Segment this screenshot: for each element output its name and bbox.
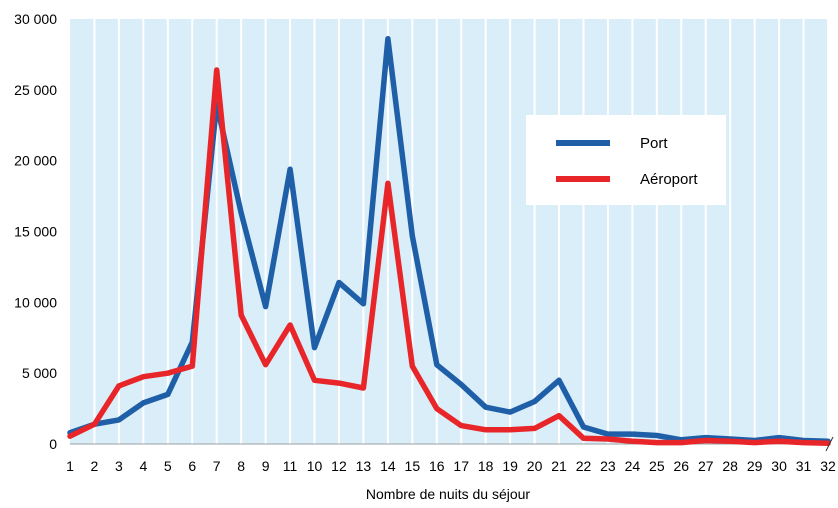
x-tick-label: 19 xyxy=(502,458,518,474)
y-tick-label: 30 000 xyxy=(14,11,57,27)
y-tick-label: 5 000 xyxy=(22,365,57,381)
x-tick-label: 32 xyxy=(820,458,836,474)
x-tick-label: 26 xyxy=(674,458,690,474)
x-tick-label: 25 xyxy=(649,458,665,474)
plot-area xyxy=(70,19,828,444)
y-tick-label: 0 xyxy=(49,436,57,452)
x-tick-label: 30 xyxy=(771,458,787,474)
x-tick-label: 11 xyxy=(283,458,298,474)
series-lines xyxy=(67,36,831,447)
x-tick-label: 27 xyxy=(698,458,714,474)
x-tick-label: 16 xyxy=(429,458,445,474)
y-tick-label: 15 000 xyxy=(14,224,57,240)
x-tick-label: 22 xyxy=(576,458,592,474)
x-tick-label: 18 xyxy=(478,458,494,474)
legend-box xyxy=(526,115,726,205)
x-tick-label: 8 xyxy=(237,458,245,474)
x-tick-label: 12 xyxy=(331,458,347,474)
x-tick-label: 21 xyxy=(551,458,567,474)
x-tick-label: 23 xyxy=(600,458,616,474)
y-axis-ticks: 0 5 000 10 000 15 000 20 000 25 000 30 000 xyxy=(14,11,57,452)
series-line-aeroport xyxy=(67,67,831,447)
x-tick-label: 17 xyxy=(453,458,469,474)
x-tick-label: 20 xyxy=(527,458,543,474)
x-tick-label: 29 xyxy=(747,458,763,474)
legend: Port Aéroport xyxy=(526,115,726,205)
x-tick-label: 28 xyxy=(722,458,738,474)
x-tick-label: 6 xyxy=(188,458,196,474)
x-tick-label: 13 xyxy=(356,458,372,474)
x-axis-ticks: 1 2 3 4 5 6 7 8 9 11 10 12 13 14 15 16 17 18 19 20 21 22 23 24 2… xyxy=(66,458,836,474)
x-tick-label: 14 xyxy=(380,458,396,474)
x-tick-label: 24 xyxy=(625,458,641,474)
x-tick-label: 4 xyxy=(139,458,147,474)
x-tick-label: 31 xyxy=(796,458,812,474)
x-tick-label: 10 xyxy=(307,458,323,474)
x-tick-label: 7 xyxy=(213,458,221,474)
x-tick-label: 1 xyxy=(66,458,74,474)
axis-break-slash xyxy=(825,436,834,452)
y-tick-label: 10 000 xyxy=(14,294,57,310)
x-tick-label: 9 xyxy=(262,458,270,474)
x-tick-label: 15 xyxy=(405,458,421,474)
x-axis-title: Nombre de nuits du séjour xyxy=(366,486,531,502)
x-tick-label: 3 xyxy=(115,458,123,474)
legend-label-aeroport: Aéroport xyxy=(640,171,698,188)
legend-label-port: Port xyxy=(640,135,668,152)
x-tick-label: 5 xyxy=(164,458,172,474)
axis-break-marker xyxy=(825,436,834,452)
y-tick-label: 25 000 xyxy=(14,82,57,98)
plot-background xyxy=(70,19,828,444)
x-tick-label: 2 xyxy=(91,458,99,474)
y-tick-label: 20 000 xyxy=(14,153,57,169)
